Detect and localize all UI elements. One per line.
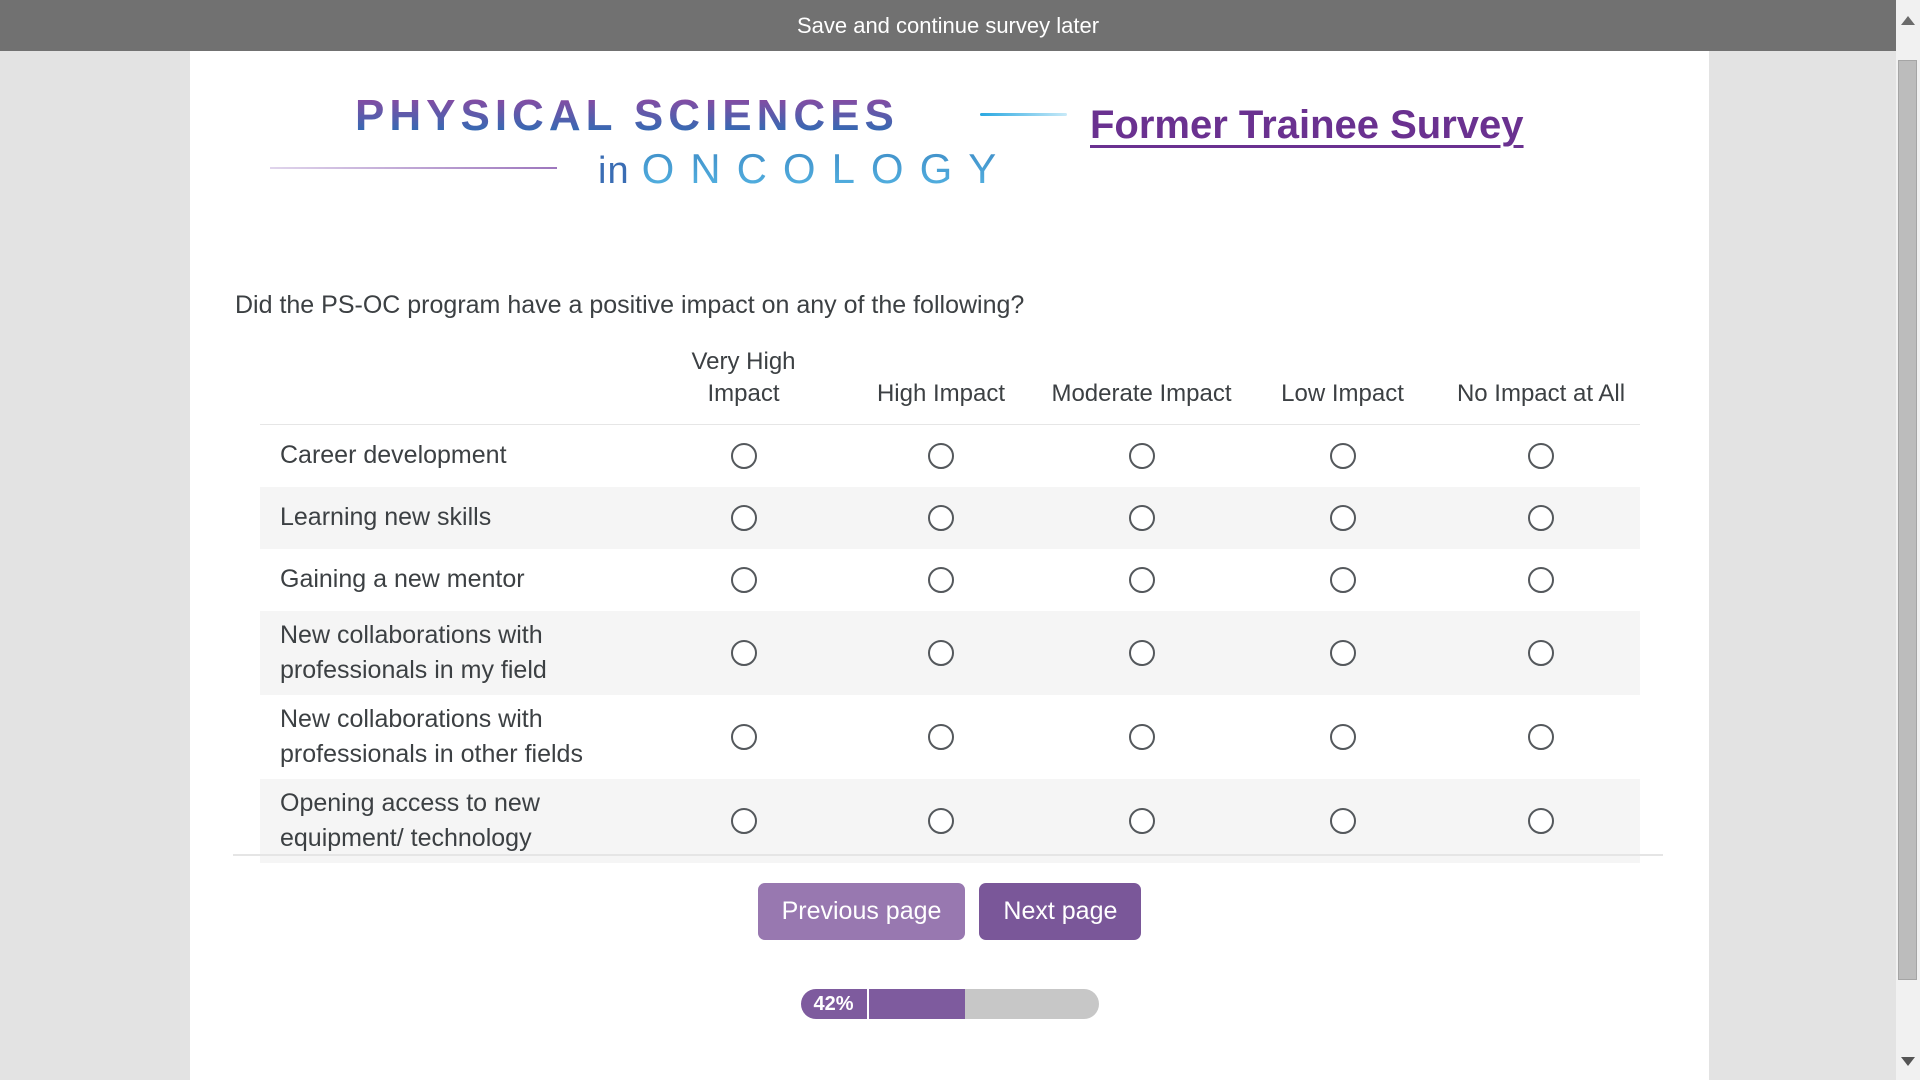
save-later-bar[interactable]: Save and continue survey later — [0, 0, 1896, 51]
radio-5-2[interactable] — [1128, 807, 1155, 834]
logo-blue-dash — [980, 113, 1067, 116]
radio-3-1[interactable] — [928, 639, 954, 666]
row-label: Learning new skills — [280, 503, 492, 532]
impact-matrix: Very High Impact High Impact Moderate Im… — [260, 346, 1640, 863]
radio-5-3[interactable] — [1329, 807, 1356, 834]
table-body: Career development Learning new skills G… — [260, 425, 1640, 863]
radio-0-0[interactable] — [730, 442, 757, 469]
scroll-down-icon[interactable] — [1901, 1057, 1915, 1066]
table-row: Opening access to new equipment/ technol… — [260, 778, 1640, 863]
row-label: Opening access to new equipment/ technol… — [280, 788, 540, 852]
progress-percent-badge: 42% — [800, 989, 867, 1019]
radio-4-0[interactable] — [730, 723, 757, 750]
column-header-high-impact: High Impact — [876, 380, 1006, 408]
table-row: New collaborations with professionals in… — [260, 695, 1640, 779]
table-row: Gaining a new mentor — [260, 549, 1640, 611]
scrollbar-thumb[interactable] — [1898, 60, 1917, 980]
row-label: New collaborations with professionals in… — [280, 704, 583, 768]
radio-0-1[interactable] — [928, 442, 954, 469]
radio-4-4[interactable] — [1528, 723, 1554, 750]
radio-4-3[interactable] — [1329, 723, 1356, 750]
radio-2-1[interactable] — [928, 566, 954, 593]
radio-1-1[interactable] — [928, 504, 954, 531]
column-header-low-impact: Low Impact — [1281, 380, 1404, 408]
page-title: Former Trainee Survey — [1090, 103, 1524, 147]
radio-0-2[interactable] — [1128, 442, 1155, 469]
radio-4-1[interactable] — [928, 723, 954, 750]
row-label: New collaborations with professionals in… — [280, 620, 547, 684]
table-row: Learning new skills — [260, 486, 1640, 549]
page-scrollbar[interactable] — [1896, 0, 1920, 1080]
logo-oncology-word: ONCOLOGY — [641, 145, 1013, 192]
radio-5-0[interactable] — [730, 807, 757, 834]
radio-2-2[interactable] — [1128, 566, 1155, 593]
survey-panel: PHYSICAL SCIENCES in ONCOLOGY Former Trai… — [190, 51, 1709, 1080]
progress-fill — [868, 989, 966, 1019]
radio-2-0[interactable] — [730, 566, 757, 593]
table-row: New collaborations with professionals in… — [260, 610, 1640, 695]
save-later-label[interactable]: Save and continue survey later — [796, 12, 1100, 38]
matrix-header-row: Very High Impact High Impact Moderate Im… — [260, 346, 1640, 425]
radio-3-2[interactable] — [1128, 639, 1155, 666]
radio-1-0[interactable] — [730, 504, 757, 531]
table-row: Career development — [260, 425, 1640, 487]
table-bottom-divider — [233, 854, 1663, 856]
row-label: Career development — [280, 441, 507, 470]
radio-2-3[interactable] — [1329, 566, 1356, 593]
question-text: Did the PS-OC program have a positive im… — [235, 291, 1025, 319]
radio-1-4[interactable] — [1528, 504, 1554, 531]
logo-physical-sciences: PHYSICAL SCIENCES — [355, 91, 899, 140]
logo-purple-underline — [270, 167, 557, 169]
column-header-very-high-impact: Very High Impact — [691, 348, 796, 408]
previous-page-button[interactable]: Previous page — [757, 883, 966, 940]
radio-3-3[interactable] — [1329, 639, 1356, 666]
radio-4-2[interactable] — [1128, 723, 1155, 750]
progress-gap — [866, 989, 869, 1019]
radio-5-4[interactable] — [1528, 807, 1554, 834]
scroll-up-icon[interactable] — [1901, 16, 1915, 25]
radio-3-0[interactable] — [730, 639, 757, 666]
progress-track — [868, 989, 1099, 1019]
column-header-moderate-impact: Moderate Impact — [1051, 380, 1232, 408]
radio-0-3[interactable] — [1329, 442, 1356, 469]
radio-1-3[interactable] — [1329, 504, 1356, 531]
next-page-button[interactable]: Next page — [979, 883, 1142, 940]
column-header-no-impact: No Impact at All — [1456, 380, 1626, 408]
nav-buttons: Previous page Next page — [190, 883, 1709, 940]
radio-5-1[interactable] — [928, 807, 954, 834]
radio-1-2[interactable] — [1128, 504, 1155, 531]
logo-in-word: in — [598, 150, 630, 192]
radio-3-4[interactable] — [1528, 639, 1554, 666]
logo-in-oncology: in ONCOLOGY — [598, 145, 1012, 193]
radio-0-4[interactable] — [1528, 442, 1554, 469]
row-label: Gaining a new mentor — [280, 565, 525, 594]
progress-bar: 42% — [800, 989, 1099, 1019]
radio-2-4[interactable] — [1528, 566, 1554, 593]
